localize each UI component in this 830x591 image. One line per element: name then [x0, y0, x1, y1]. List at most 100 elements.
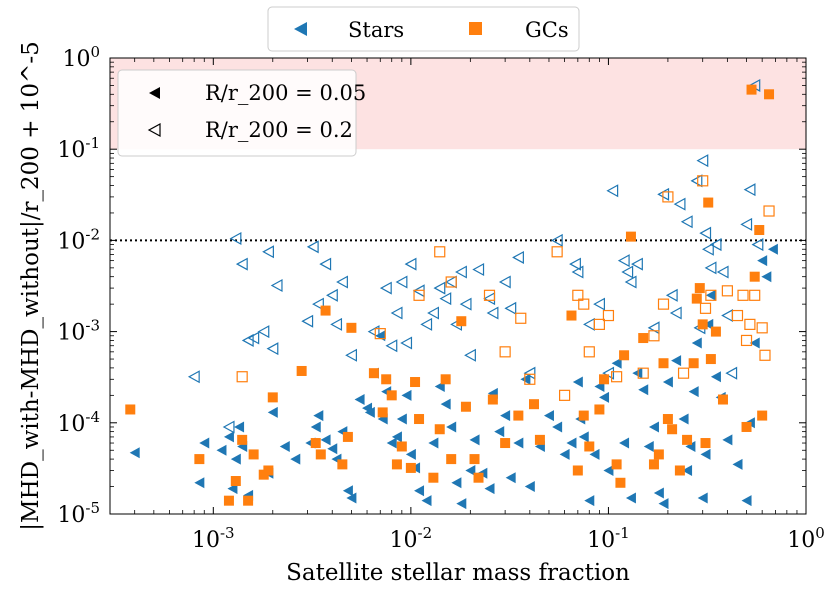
gc-point-r005	[703, 197, 714, 208]
star-point-r005	[732, 458, 743, 470]
gc-point-r02	[648, 330, 660, 342]
star-point-r005	[761, 271, 772, 283]
gc-point-r02	[445, 276, 457, 288]
star-point-r02	[486, 306, 499, 320]
star-point-r005	[391, 431, 402, 443]
star-point-r02	[725, 366, 738, 380]
gc-point-r005	[717, 394, 728, 405]
star-point-r02	[433, 281, 446, 295]
gc-point-r005	[688, 358, 699, 369]
star-point-r005	[342, 485, 353, 497]
gc-point-r005	[625, 231, 636, 242]
star-point-r005	[223, 431, 234, 443]
gc-point-r005	[749, 271, 760, 282]
legend-r005-marker	[149, 87, 160, 99]
gc-point-r005	[653, 449, 664, 460]
gc-point-r02	[374, 328, 386, 340]
gc-point-r005	[694, 283, 705, 294]
x-tick-label: 10-1	[587, 524, 630, 553]
star-point-r005	[346, 492, 357, 504]
star-point-r02	[266, 342, 279, 356]
star-point-r02	[444, 275, 457, 289]
gc-point-r005	[263, 465, 274, 476]
star-point-r02	[699, 226, 712, 240]
x-tick-label: 10-2	[390, 524, 433, 553]
gc-point-r02	[749, 289, 761, 301]
gc-point-r005	[705, 354, 716, 365]
gc-point-r02	[499, 346, 511, 358]
star-point-r005	[757, 255, 768, 267]
star-point-r005	[625, 492, 636, 504]
star-point-r005	[310, 421, 321, 433]
star-point-r02	[624, 275, 637, 289]
star-point-r02	[593, 297, 605, 311]
star-point-r005	[494, 426, 505, 438]
gc-point-r005	[243, 495, 254, 506]
star-point-r02	[617, 254, 630, 268]
gc-point-r005	[315, 449, 326, 460]
gc-point-r02	[744, 318, 756, 330]
gc-point-r02	[578, 298, 590, 310]
legend-stars-label: Stars	[348, 18, 404, 42]
gc-point-r005	[757, 410, 768, 421]
star-point-r005	[216, 444, 227, 456]
star-point-r005	[710, 371, 721, 383]
star-point-r005	[354, 394, 365, 406]
gc-point-r005	[674, 465, 685, 476]
star-point-r02	[472, 262, 485, 276]
star-point-r005	[405, 448, 416, 460]
y-axis-label: |MHD_with-MHD_without|/r_200 + 10^-5	[18, 41, 44, 530]
legend-r005-label: R/r_200 = 0.05	[205, 81, 366, 105]
gc-point-r02	[483, 289, 496, 301]
gc-point-r005	[529, 399, 540, 410]
star-point-r02	[483, 292, 496, 306]
gc-point-r005	[594, 404, 605, 415]
legend-r02-label: R/r_200 = 0.2	[205, 118, 353, 142]
star-point-r005	[653, 487, 664, 499]
legend-top: Stars GCs	[267, 6, 580, 52]
gc-point-r005	[237, 434, 248, 445]
gc-point-r02	[657, 298, 670, 310]
gc-point-r005	[700, 438, 711, 449]
gc-point-r005	[440, 374, 451, 385]
star-point-r005	[543, 410, 554, 422]
gc-point-r005	[615, 477, 626, 488]
gc-point-r005	[500, 438, 511, 449]
star-point-r02	[336, 275, 348, 289]
gc-point-r005	[710, 326, 721, 337]
star-point-r02	[550, 233, 563, 247]
star-point-r02	[404, 257, 417, 271]
star-point-r005	[682, 464, 693, 476]
gc-point-r005	[746, 84, 757, 95]
star-point-r005	[648, 421, 659, 433]
star-point-r005	[401, 389, 412, 401]
star-point-r02	[709, 238, 722, 252]
star-point-r02	[498, 275, 511, 289]
y-tick-label: 10-1	[57, 134, 100, 163]
star-point-r02	[262, 245, 274, 259]
gc-point-r005	[446, 454, 457, 465]
legend-stars-marker	[294, 22, 307, 36]
star-point-r005	[685, 440, 696, 452]
legend-inner: R/r_200 = 0.05 R/r_200 = 0.2	[117, 69, 366, 157]
gc-point-r005	[611, 459, 622, 470]
gc-point-r02	[697, 175, 709, 187]
gc-point-r005	[434, 424, 445, 435]
y-tick-label: 10-5	[57, 499, 100, 528]
star-point-r005	[320, 434, 331, 446]
star-point-r005	[691, 337, 702, 349]
legend-gcs-marker	[469, 22, 482, 35]
star-point-r02	[187, 370, 200, 384]
star-point-r005	[566, 437, 577, 449]
star-point-r005	[662, 376, 673, 388]
star-point-r005	[599, 391, 610, 403]
star-point-r02	[751, 238, 764, 252]
gc-point-r02	[551, 246, 563, 258]
star-point-r02	[716, 265, 729, 279]
gc-point-r005	[337, 459, 348, 470]
star-point-r005	[513, 437, 524, 449]
gc-point-r02	[236, 371, 248, 383]
star-point-r005	[552, 421, 563, 433]
gc-point-r005	[346, 322, 357, 333]
gc-point-r02	[515, 312, 527, 324]
